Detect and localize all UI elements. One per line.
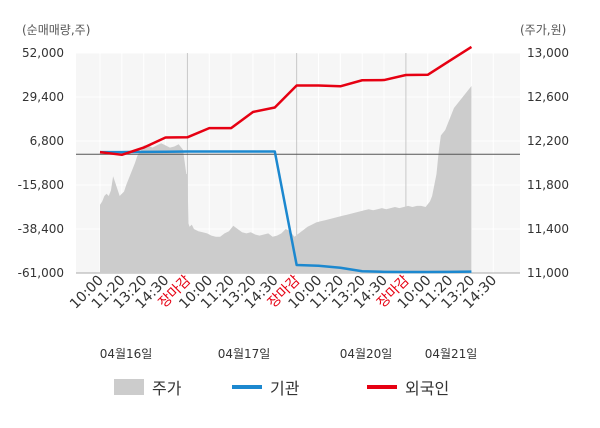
legend-item-price: 주가	[114, 375, 181, 399]
right-axis-label: (주가,원)	[520, 23, 567, 37]
left-axis-ticks: 52,000 29,400 6,800 -15,800 -38,400 -61,000	[18, 46, 64, 280]
date-label: 04월21일	[425, 347, 478, 361]
left-tick-label: -15,800	[18, 178, 64, 192]
right-axis-ticks: 13,000 12,600 12,200 11,800 11,400 11,000	[527, 46, 569, 280]
date-label: 04월16일	[100, 347, 153, 361]
institution-line	[100, 150, 472, 274]
foreign-line	[99, 45, 473, 157]
right-tick-label: 11,800	[527, 178, 569, 192]
legend-label-price: 주가	[152, 379, 182, 398]
price-area	[100, 86, 472, 273]
date-label: 04월17일	[218, 347, 271, 361]
left-tick-label: 29,400	[22, 90, 64, 104]
legend-swatch-price	[114, 379, 144, 395]
left-tick-label: -61,000	[18, 266, 64, 280]
legend-swatch-institution	[232, 385, 262, 389]
left-tick-label: 6,800	[30, 134, 64, 148]
legend-label-institution: 기관	[270, 379, 300, 398]
left-tick-label: 52,000	[22, 46, 64, 60]
right-tick-label: 11,400	[527, 222, 569, 236]
x-axis-ticks: 10:0011:2013:2014:30장마감10:0011:2013:2014…	[67, 272, 500, 312]
right-tick-label: 13,000	[527, 46, 569, 60]
legend-swatch-foreign	[367, 385, 397, 389]
date-labels: 04월16일 04월17일 04월20일 04월21일	[100, 347, 478, 361]
legend-label-foreign: 외국인	[405, 379, 450, 398]
legend-item-foreign: 외국인	[367, 375, 449, 399]
price-area-layer	[100, 86, 472, 273]
right-tick-label: 12,200	[527, 134, 569, 148]
right-tick-label: 11,000	[527, 266, 569, 280]
left-tick-label: -38,400	[18, 222, 64, 236]
right-tick-label: 12,600	[527, 90, 569, 104]
series-line-layer	[99, 45, 473, 274]
left-axis-label: (순매매량,주)	[22, 23, 91, 37]
legend: 주가 기관 외국인	[0, 375, 600, 399]
date-label: 04월20일	[340, 347, 393, 361]
legend-item-institution: 기관	[232, 375, 299, 399]
